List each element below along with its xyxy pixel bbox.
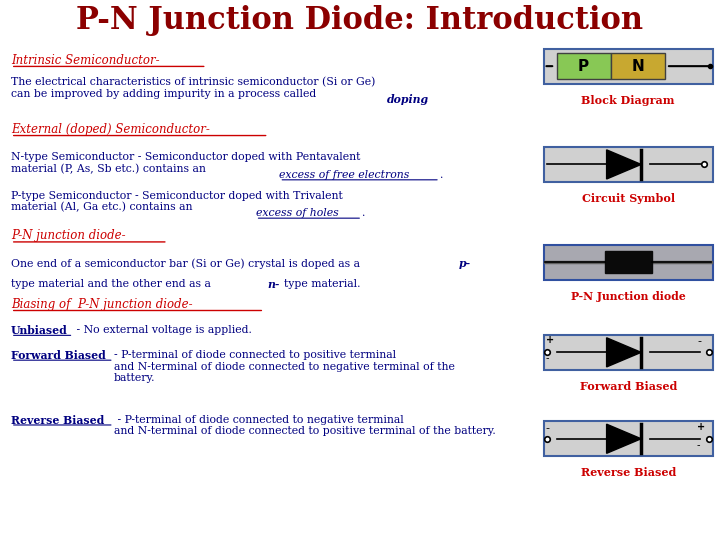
- Text: .: .: [440, 170, 444, 180]
- Text: Biasing of  P-N junction diode-: Biasing of P-N junction diode-: [11, 298, 192, 311]
- FancyBboxPatch shape: [605, 252, 652, 273]
- Text: -: -: [697, 336, 701, 347]
- Text: excess of holes: excess of holes: [256, 208, 338, 218]
- Text: +: +: [546, 335, 554, 346]
- Polygon shape: [606, 338, 642, 367]
- Text: External (doped) Semiconductor-: External (doped) Semiconductor-: [11, 123, 210, 136]
- Text: -: -: [546, 353, 549, 363]
- Text: Block Diagram: Block Diagram: [582, 94, 675, 105]
- FancyBboxPatch shape: [544, 421, 713, 456]
- Text: Forward Biased: Forward Biased: [580, 381, 677, 392]
- Text: Reverse Biased: Reverse Biased: [580, 467, 676, 478]
- Text: P-type Semiconductor - Semiconductor doped with Trivalent
material (Al, Ga etc.): P-type Semiconductor - Semiconductor dop…: [11, 191, 343, 213]
- Text: type material.: type material.: [284, 279, 360, 289]
- Text: doping: doping: [387, 94, 430, 105]
- Text: - P-terminal of diode connected to positive terminal
and N-terminal of diode con: - P-terminal of diode connected to posit…: [114, 350, 454, 383]
- Text: N: N: [631, 59, 644, 73]
- Polygon shape: [606, 424, 642, 454]
- Text: P: P: [578, 59, 589, 73]
- FancyBboxPatch shape: [611, 53, 665, 79]
- Text: N-type Semiconductor - Semiconductor doped with Pentavalent
material (P, As, Sb : N-type Semiconductor - Semiconductor dop…: [11, 152, 360, 174]
- Text: .: .: [362, 208, 366, 218]
- Text: P-N Junction diode: P-N Junction diode: [571, 291, 685, 301]
- Text: - P-terminal of diode connected to negative terminal
and N-terminal of diode con: - P-terminal of diode connected to negat…: [114, 415, 495, 436]
- Text: .: .: [425, 94, 428, 104]
- Text: P-N Junction Diode: Introduction: P-N Junction Diode: Introduction: [76, 5, 644, 36]
- Text: Intrinsic Semiconductor-: Intrinsic Semiconductor-: [11, 54, 159, 67]
- Text: -: -: [546, 423, 550, 433]
- Text: excess of free electrons: excess of free electrons: [279, 170, 410, 180]
- Text: The electrical characteristics of intrinsic semiconductor (Si or Ge)
can be impr: The electrical characteristics of intrin…: [11, 77, 375, 99]
- FancyBboxPatch shape: [544, 335, 713, 370]
- Text: - No external voltage is applied.: - No external voltage is applied.: [73, 325, 252, 335]
- Text: Unbiased: Unbiased: [11, 325, 68, 336]
- Text: P-N junction diode-: P-N junction diode-: [11, 230, 125, 242]
- Text: +: +: [697, 422, 705, 432]
- Text: Forward Biased: Forward Biased: [11, 350, 106, 361]
- Text: -: -: [697, 440, 701, 450]
- Text: Circuit Symbol: Circuit Symbol: [582, 193, 675, 204]
- Polygon shape: [606, 150, 642, 179]
- Text: One end of a semiconductor bar (Si or Ge) crystal is doped as a: One end of a semiconductor bar (Si or Ge…: [11, 258, 364, 269]
- Text: type material and the other end as a: type material and the other end as a: [11, 279, 214, 289]
- FancyBboxPatch shape: [544, 245, 713, 280]
- Text: n-: n-: [268, 279, 280, 289]
- FancyBboxPatch shape: [544, 147, 713, 182]
- FancyBboxPatch shape: [557, 53, 611, 79]
- FancyBboxPatch shape: [544, 49, 713, 84]
- Text: Reverse Biased: Reverse Biased: [11, 415, 104, 426]
- Text: p-: p-: [459, 258, 471, 269]
